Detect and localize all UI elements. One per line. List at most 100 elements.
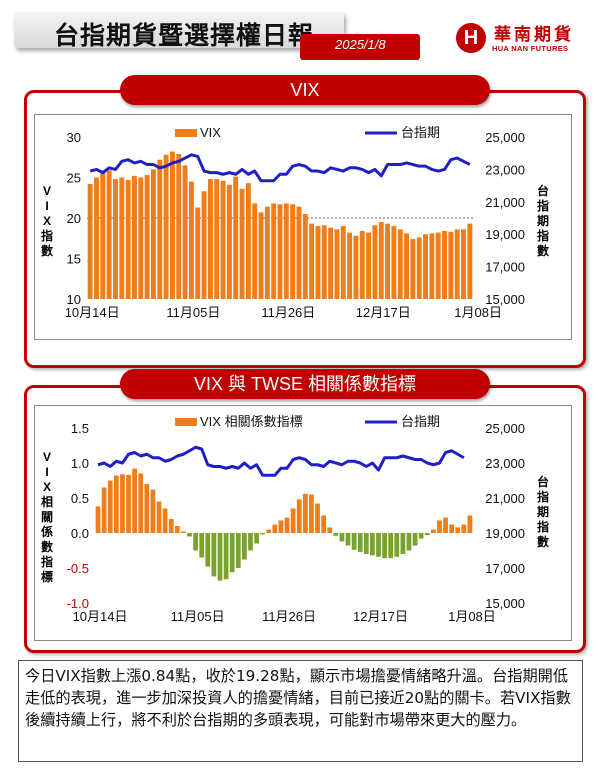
corr-ytick-right: 19,000 — [485, 526, 525, 541]
vix-bar — [100, 171, 106, 299]
vix-ylabel-right-char: 期 — [537, 213, 549, 228]
corr-bar — [357, 533, 363, 552]
corr-bar — [266, 529, 272, 533]
vix-bar — [283, 203, 289, 299]
corr-bar — [150, 489, 156, 533]
logo-english-name: HUA NAN FUTURES — [492, 44, 569, 53]
corr-bar — [376, 533, 381, 557]
vix-bar — [454, 229, 460, 299]
vix-bar — [157, 159, 163, 299]
vix-xtick: 11月05日 — [166, 305, 220, 320]
corr-bar — [333, 533, 339, 536]
vix-bar — [271, 203, 277, 299]
corr-bar — [95, 506, 101, 533]
corr-bar — [211, 533, 217, 577]
vix-bar — [113, 179, 118, 299]
corr-bar — [418, 533, 424, 539]
corr-bar — [309, 494, 314, 533]
vix-ylabel-left-char: I — [45, 199, 48, 213]
corr-ylabel-right-char: 數 — [537, 534, 549, 549]
corr-ytick-left: 1.0 — [71, 456, 89, 471]
vix-legend-bar-label: VIX — [200, 125, 221, 140]
vix-bar — [302, 213, 308, 299]
vix-bar — [239, 188, 245, 299]
corr-ylabel-right-char: 期 — [537, 504, 549, 519]
vix-bar — [366, 232, 372, 299]
corr-ylabel-left-char: 標 — [41, 569, 53, 584]
corr-ylabel-left-char: 係 — [41, 524, 53, 539]
vix-bar — [404, 233, 410, 299]
vix-bar — [119, 177, 125, 299]
vix-bar — [258, 212, 264, 299]
vix-xtick: 1月08日 — [454, 305, 502, 320]
vix-legend-bar-swatch — [175, 129, 197, 137]
vix-chart-frame: VIX 台指期 10 15 20 25 30 15,000 17,000 19,000 21,000… — [34, 114, 572, 340]
summary-box: 今日VIX指數上漲0.84點，收於19.28點，顯示市場擔憂情緒略升溫。台指期開… — [18, 660, 583, 762]
corr-ylabel-left-char: I — [45, 465, 48, 479]
corr-bar — [120, 474, 125, 533]
corr-bar — [370, 533, 375, 556]
corr-bar — [363, 533, 369, 554]
vix-bar — [334, 229, 340, 299]
corr-bar — [284, 517, 290, 533]
vix-bar — [233, 176, 239, 299]
corr-bar — [229, 533, 235, 573]
vix-bar — [429, 233, 435, 299]
corr-bar — [437, 520, 442, 533]
vix-bar — [461, 229, 466, 299]
corr-bar — [260, 533, 266, 535]
corr-xtick: 10月14日 — [73, 609, 128, 624]
report-title: 台指期貨暨選擇權日報 — [54, 21, 315, 50]
corr-bar — [382, 533, 387, 559]
corr-bar — [449, 524, 455, 533]
corr-ylabel-left-char: 數 — [41, 539, 53, 554]
corr-xtick: 12月17日 — [353, 609, 408, 624]
vix-xtick: 12月17日 — [356, 305, 411, 320]
corr-bar — [290, 508, 296, 533]
vix-bar — [150, 169, 156, 299]
vix-ytick-left: 20 — [67, 211, 81, 226]
corr-bar — [345, 533, 351, 546]
vix-bar — [359, 230, 365, 299]
correlation-panel-title: VIX 與 TWSE 相關係數指標 — [120, 369, 490, 399]
corr-xtick: 11月05日 — [171, 609, 225, 624]
corr-bar — [168, 519, 174, 533]
corr-ylabel-right-char: 指 — [537, 519, 549, 534]
corr-bar — [254, 533, 259, 544]
vix-bar — [309, 223, 315, 299]
vix-bar — [328, 227, 334, 299]
corr-bar — [272, 524, 278, 533]
vix-panel-title: VIX — [120, 75, 490, 105]
vix-ytick-right: 23,000 — [485, 162, 525, 177]
corr-bar — [321, 515, 327, 533]
corr-bar — [424, 533, 430, 536]
corr-legend-bar-swatch — [175, 418, 197, 426]
corr-ytick-right: 25,000 — [485, 421, 525, 436]
corr-bar — [101, 487, 107, 533]
vix-ylabel-right-char: 指 — [537, 198, 549, 213]
vix-ytick-right: 15,000 — [485, 292, 525, 307]
vix-ytick-left: 25 — [67, 171, 81, 186]
vix-bar — [353, 235, 359, 299]
logo-mark-icon: H — [456, 23, 486, 53]
corr-bar — [193, 533, 198, 551]
corr-bar — [162, 508, 168, 533]
vix-bar — [442, 230, 447, 299]
vix-bar — [245, 183, 251, 299]
corr-legend-line-label: 台指期 — [401, 414, 440, 429]
vix-bar — [188, 181, 194, 299]
corr-ylabel-right-char: 台 — [537, 474, 549, 489]
report-header: 台指期貨暨選擇權日報 2025/1/8 H 華南期貨 HUA NAN FUTUR… — [0, 0, 599, 62]
vix-xtick: 11月26日 — [261, 305, 315, 320]
corr-bar — [406, 533, 412, 551]
corr-bar — [235, 533, 241, 568]
corr-bar — [461, 524, 467, 533]
corr-ytick-right: 17,000 — [485, 561, 525, 576]
corr-bar — [187, 533, 192, 537]
corr-bar — [296, 499, 302, 533]
vix-bar — [435, 232, 441, 299]
corr-legend-bar-label: VIX 相關係數指標 — [200, 414, 303, 429]
vix-bar — [207, 179, 213, 299]
